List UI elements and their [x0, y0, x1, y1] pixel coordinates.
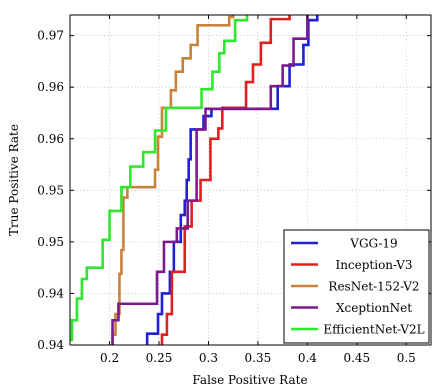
y-tick-label: 0.95: [37, 235, 64, 249]
x-tick-label: 0.45: [343, 351, 370, 365]
series-line-resnet-152-v2: [111, 15, 235, 345]
x-tick-label: 0.25: [146, 351, 173, 365]
y-tick-label: 0.95: [37, 183, 64, 197]
x-tick-label: 0.35: [245, 351, 272, 365]
series-line-efficientnet-v2l: [70, 15, 249, 342]
y-tick-label: 0.96: [37, 132, 64, 146]
x-tick-label: 0.5: [397, 351, 416, 365]
x-tick-label: 0.4: [298, 351, 317, 365]
y-axis: 0.94 0.94 0.95 0.95 0.96 0.96 0.97: [37, 29, 431, 352]
x-axis-label: False Positive Rate: [192, 373, 307, 387]
legend-label: ResNet-152-V2: [328, 280, 419, 294]
legend-label: EfficientNet-V2L: [323, 323, 424, 337]
x-tick-label: 0.3: [199, 351, 218, 365]
plot-frame: [69, 14, 432, 346]
y-tick-label: 0.94: [37, 286, 64, 300]
series-line-xceptionnet: [111, 15, 309, 345]
legend-label: XceptionNet: [336, 301, 412, 315]
x-axis: 0.2 0.25 0.3 0.35 0.4 0.45 0.5: [100, 15, 416, 365]
series-line-vgg-19: [145, 15, 319, 345]
x-tick-label: 0.2: [100, 351, 119, 365]
series-line-inception-v3: [160, 15, 291, 345]
legend: VGG-19 Inception-V3 ResNet-152-V2 XceptionN…: [283, 229, 430, 344]
y-tick-label: 0.97: [37, 29, 64, 43]
legend-label: VGG-19: [349, 237, 397, 251]
series-layer: [70, 15, 319, 345]
y-tick-label: 0.94: [37, 338, 64, 352]
legend-label: Inception-V3: [335, 258, 412, 272]
y-tick-label: 0.96: [37, 80, 64, 94]
y-axis-label: True Positive Rate: [7, 124, 21, 236]
